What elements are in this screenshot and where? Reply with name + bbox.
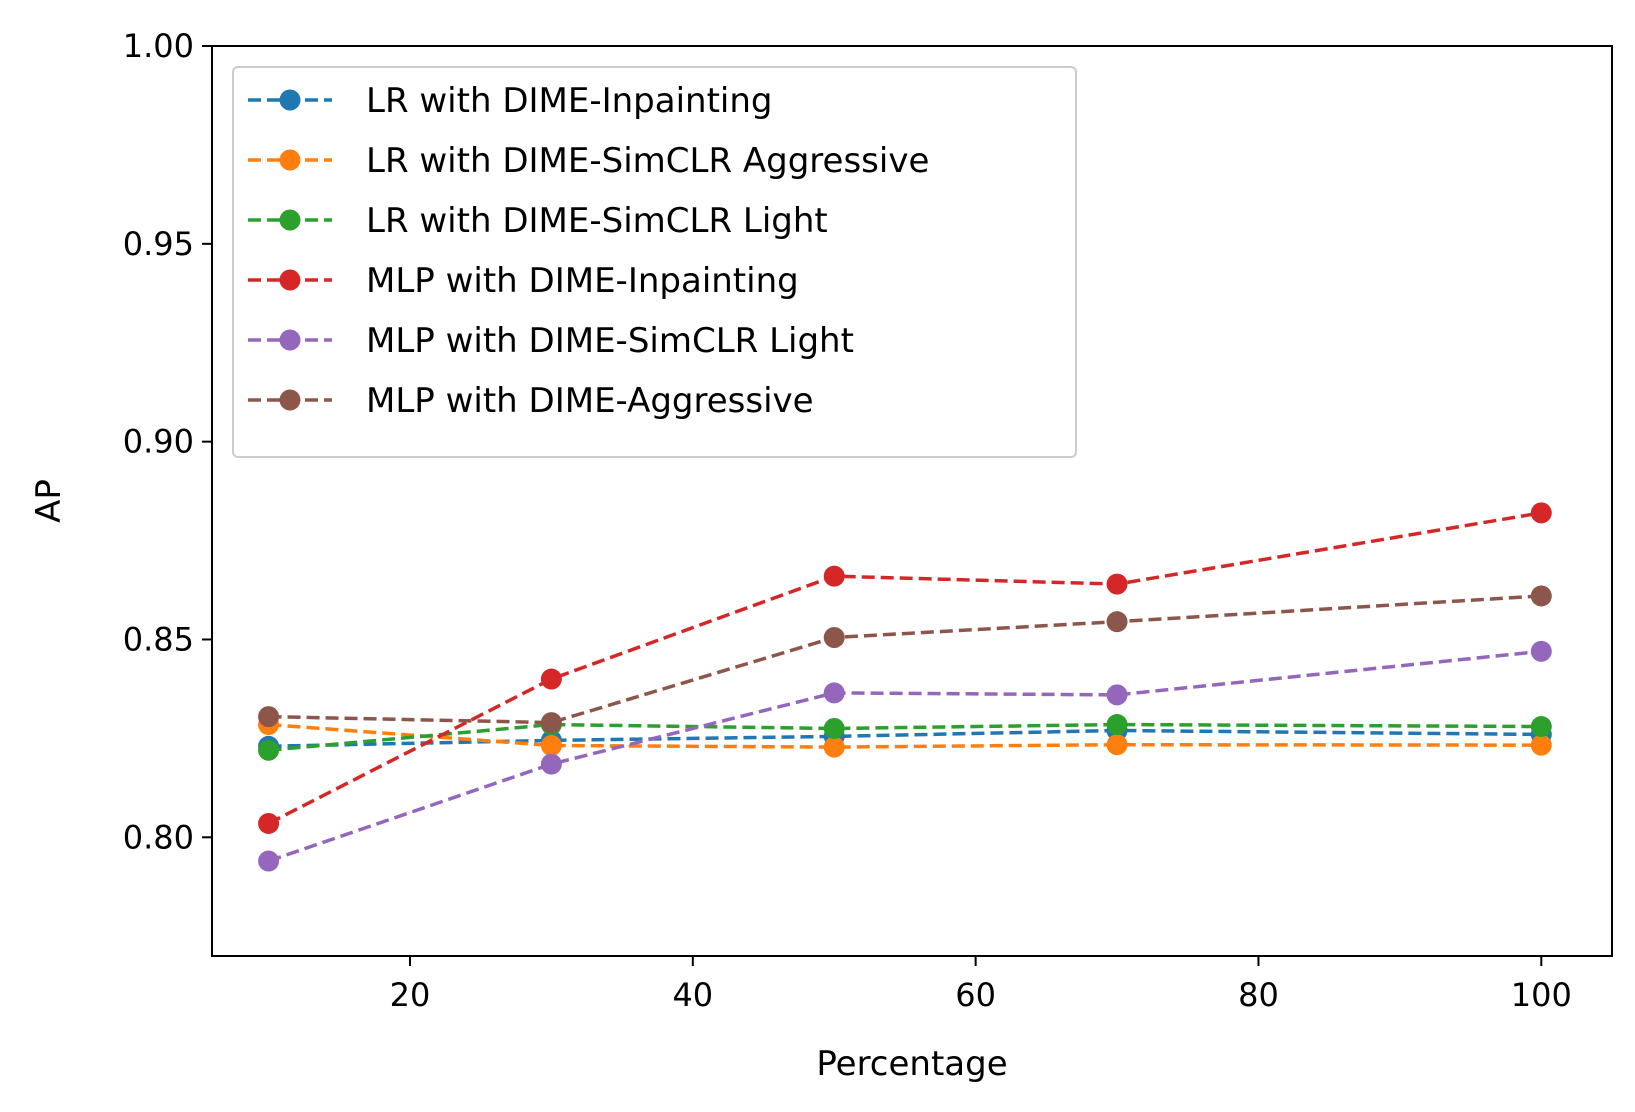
legend-marker [279,149,301,171]
x-tick-label: 40 [672,976,713,1014]
legend-marker [279,209,301,231]
legend-box [232,66,1077,458]
data-point [1106,611,1128,633]
y-tick-label: 0.95 [123,225,194,263]
legend-item: MLP with DIME-Aggressive [248,381,814,421]
data-point [823,718,845,739]
series-6 [258,585,1552,734]
y-axis: 0.80 0.85 0.90 0.95 1.00 [123,27,212,856]
legend: LR with DIME-Inpainting LR with DIME-SimC… [232,66,1077,458]
data-point [540,668,562,690]
series-line [268,728,1542,749]
series-line [267,511,1542,826]
legend-item: LR with DIME-SimCLR Aggressive [248,141,929,181]
y-tick-label: 0.80 [123,818,194,856]
x-axis: 20 40 60 80 100 [390,956,1572,1014]
series-line [267,649,1542,863]
data-point [1106,714,1128,736]
data-point [1530,734,1552,756]
y-tick-label: 0.90 [123,423,194,461]
data-point [1530,502,1552,524]
data-point [258,739,280,761]
data-point [1530,640,1552,662]
legend-marker [279,269,301,291]
data-point [823,736,845,758]
x-tick-label: 80 [1238,976,1279,1014]
data-point [1106,734,1128,756]
data-point [823,565,845,587]
data-point [823,627,845,648]
y-axis-label: AP [29,479,69,523]
data-point [258,706,280,728]
legend-item: LR with DIME-Inpainting [248,81,773,121]
data-point [540,735,562,757]
data-point [1530,716,1552,738]
data-point [1106,573,1128,595]
legend-label: MLP with DIME-Aggressive [366,381,814,421]
legend-marker [279,389,301,411]
data-point [540,753,562,775]
legend-label: MLP with DIME-SimCLR Light [366,321,854,361]
legend-label: MLP with DIME-Inpainting [366,261,799,301]
data-point [258,850,280,872]
series-line [268,722,1542,749]
y-tick-label: 0.85 [123,620,194,658]
series-4 [258,502,1552,834]
legend-marker [279,329,301,351]
series-5 [258,640,1552,872]
x-tick-label: 100 [1511,976,1572,1014]
legend-label: LR with DIME-SimCLR Aggressive [366,141,929,181]
legend-label: LR with DIME-SimCLR Light [366,201,828,241]
data-point [1106,684,1128,706]
data-point [823,682,845,704]
legend-item: LR with DIME-SimCLR Light [248,201,828,241]
data-point [540,712,562,734]
plot-frame [211,45,1613,957]
series-line [268,722,1542,753]
data-point [1530,585,1552,607]
x-tick-label: 60 [955,976,996,1014]
legend-item: MLP with DIME-Inpainting [248,261,799,301]
data-point [258,812,280,834]
legend-marker [279,89,301,111]
x-axis-label: Percentage [816,1044,1007,1084]
legend-label: LR with DIME-Inpainting [366,81,773,121]
series-line [268,594,1542,725]
y-tick-label: 1.00 [123,27,194,65]
series-layer [258,502,1552,872]
x-tick-label: 20 [390,976,431,1014]
legend-item: MLP with DIME-SimCLR Light [248,321,854,361]
